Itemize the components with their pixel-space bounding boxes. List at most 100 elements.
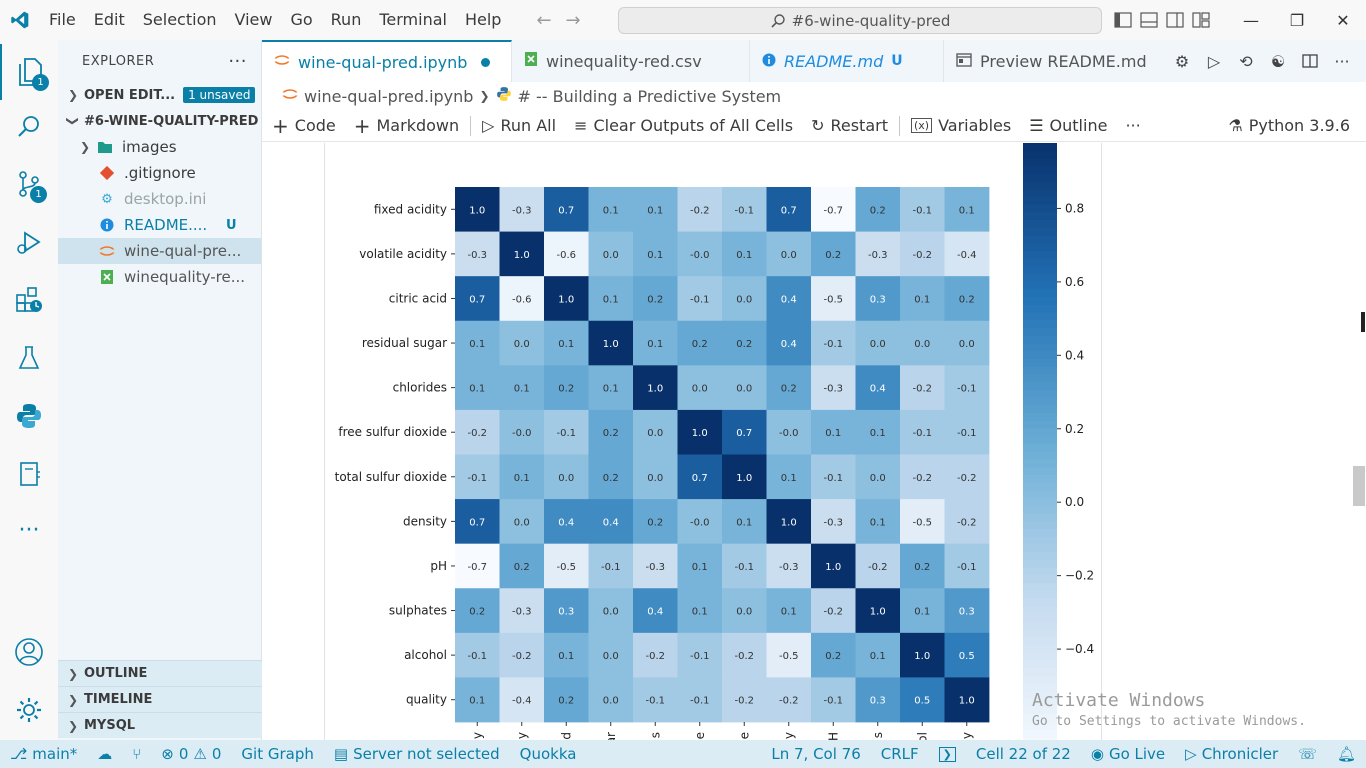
colorbar-segment [1023,143,1057,152]
heatmap-cell [811,365,856,411]
problems-status[interactable]: ⊗ 0 ⚠ 0 [151,740,231,768]
run-all-button[interactable]: ▷ Run All [473,110,565,142]
clear-outputs-button[interactable]: ≡ Clear Outputs of All Cells [565,110,802,142]
menu-run[interactable]: Run [330,10,362,29]
timeline-section[interactable]: ❯ TIMELINE [58,686,262,712]
heatmap-cell-label: 0.1 [692,607,708,618]
tree-item-readme[interactable]: README.... U [58,212,261,238]
menu-selection[interactable]: Selection [142,10,217,29]
search-icon[interactable] [0,98,58,154]
heatmap-cell [766,454,812,500]
mysql-section[interactable]: ❯ MYSQL [58,712,262,738]
explorer-icon[interactable]: 1 [0,44,58,100]
heatmap-cell-label: 0.2 [603,428,619,439]
branch-status[interactable]: ⎇ main* [0,740,87,768]
testing-flask-icon[interactable] [0,330,58,386]
heatmap-cell [544,231,589,277]
breadcrumb-file[interactable]: wine-qual-pred.ipynb [304,86,474,106]
kernel-picker-button[interactable]: ⚗ Python 3.9.6 [1219,110,1366,142]
gear-icon[interactable]: ⚙ [1174,51,1190,71]
menu-edit[interactable]: Edit [93,10,125,29]
more-actions-icon[interactable]: ··· [1334,51,1350,71]
tab-preview-readme[interactable]: Preview README.md [944,40,1159,82]
colorbar-segment [1023,204,1057,213]
y-tick-label: free sulfur dioxide [338,425,447,439]
tree-item-csv[interactable]: winequality-re... [58,264,261,290]
tree-item-label: desktop.ini [124,190,207,208]
split-editor-icon[interactable] [1296,47,1324,75]
run-debug-icon[interactable] [0,214,58,270]
history-icon[interactable]: ⟲ [1239,51,1253,71]
quokka-status[interactable]: Quokka [510,740,587,768]
source-control-icon[interactable]: 1 [0,156,58,212]
colorbar-segment [1023,436,1057,445]
heatmap-cell [722,588,767,634]
eol-label: CRLF [880,745,919,763]
notifications-bell-icon[interactable]: 🔔︎ [1336,745,1356,763]
yin-yang-icon[interactable]: ☯ [1270,51,1286,71]
more-toolbar-button[interactable]: ··· [1116,110,1149,142]
extensions-icon[interactable] [0,272,58,328]
outline-section[interactable]: ❯ OUTLINE [58,660,262,686]
tree-item-images[interactable]: ❯ images [58,134,261,160]
close-button[interactable]: ✕ [1336,10,1350,30]
play-icon[interactable]: ▷ [1207,51,1221,71]
cell-index-status[interactable]: Cell 22 of 22 [966,740,1081,768]
add-code-button[interactable]: + Code [262,110,345,142]
tab-notebook[interactable]: wine-qual-pred.ipynb [262,40,512,82]
tree-item-gitignore[interactable]: .gitignore [58,160,261,186]
source-control-graph-icon[interactable]: ⑂ [132,745,142,763]
colorbar-segment [1023,567,1057,576]
tab-label: Preview README.md [980,51,1147,71]
menu-go[interactable]: Go [290,10,313,29]
restore-button[interactable]: ❐ [1289,10,1305,30]
heatmap-cell-label: 0.0 [603,696,619,707]
minimize-button[interactable]: — [1243,10,1259,30]
git-graph-status[interactable]: Git Graph [231,740,323,768]
more-toolbar-label: ··· [1125,116,1141,135]
workspace-folder-section[interactable]: ❯ #6-WINE-QUALITY-PRED [58,108,261,134]
heatmap-cell [900,276,945,322]
tree-item-desktop-ini[interactable]: ⚙ desktop.ini [58,186,261,212]
tree-item-notebook[interactable]: wine-qual-pre... [58,238,261,264]
menu-file[interactable]: File [49,10,76,29]
account-icon[interactable] [0,624,58,680]
toggle-panel-icon[interactable] [1136,0,1162,40]
go-live-status[interactable]: ◉ Go Live [1081,740,1175,768]
notebook-icon[interactable] [0,446,58,502]
explorer-more-icon[interactable]: ··· [228,50,247,72]
settings-gear-icon[interactable] [0,682,58,738]
tab-readme[interactable]: README.md U [750,40,944,82]
server-status[interactable]: ▤ Server not selected [324,740,510,768]
variables-button[interactable]: (x) Variables [902,110,1020,142]
heatmap-cell [544,543,589,589]
open-editors-section[interactable]: ❯ OPEN EDIT... 1 unsaved [58,82,261,108]
toggle-primary-sidebar-icon[interactable] [1110,0,1136,40]
customize-layout-icon[interactable] [1188,0,1214,40]
menu-help[interactable]: Help [464,10,502,29]
cell-language-icon[interactable]: ❯ [929,740,966,768]
open-editors-label: OPEN EDIT... [84,87,176,103]
more-views-icon[interactable]: ··· [18,517,40,543]
forward-arrow-icon[interactable]: → [565,9,581,31]
back-arrow-icon[interactable]: ← [536,9,552,31]
unsaved-dot-icon[interactable] [481,57,491,67]
add-markdown-button[interactable]: + Markdown [345,110,468,142]
git-branch-icon: ⎇ [10,745,28,763]
git-graph-label: Git Graph [241,745,314,763]
command-center[interactable]: #6-wine-quality-pred [618,7,1102,34]
python-icon[interactable] [0,388,58,444]
feedback-icon[interactable]: ☏ [1298,745,1317,763]
eol-status[interactable]: CRLF [871,740,929,768]
sync-icon[interactable]: ☁ [97,745,113,763]
toggle-secondary-sidebar-icon[interactable] [1162,0,1188,40]
tab-csv[interactable]: winequality-red.csv [512,40,750,82]
chronicler-status[interactable]: ▷ Chronicler [1175,740,1288,768]
restart-button[interactable]: ↻ Restart [802,110,897,142]
cursor-position-status[interactable]: Ln 7, Col 76 [761,740,870,768]
outline-button[interactable]: ☰ Outline [1020,110,1116,142]
menu-terminal[interactable]: Terminal [379,10,447,29]
scrollbar-thumb[interactable] [1353,466,1365,506]
menu-view[interactable]: View [234,10,273,29]
breadcrumb-cell[interactable]: # -- Building a Predictive System [517,86,782,106]
